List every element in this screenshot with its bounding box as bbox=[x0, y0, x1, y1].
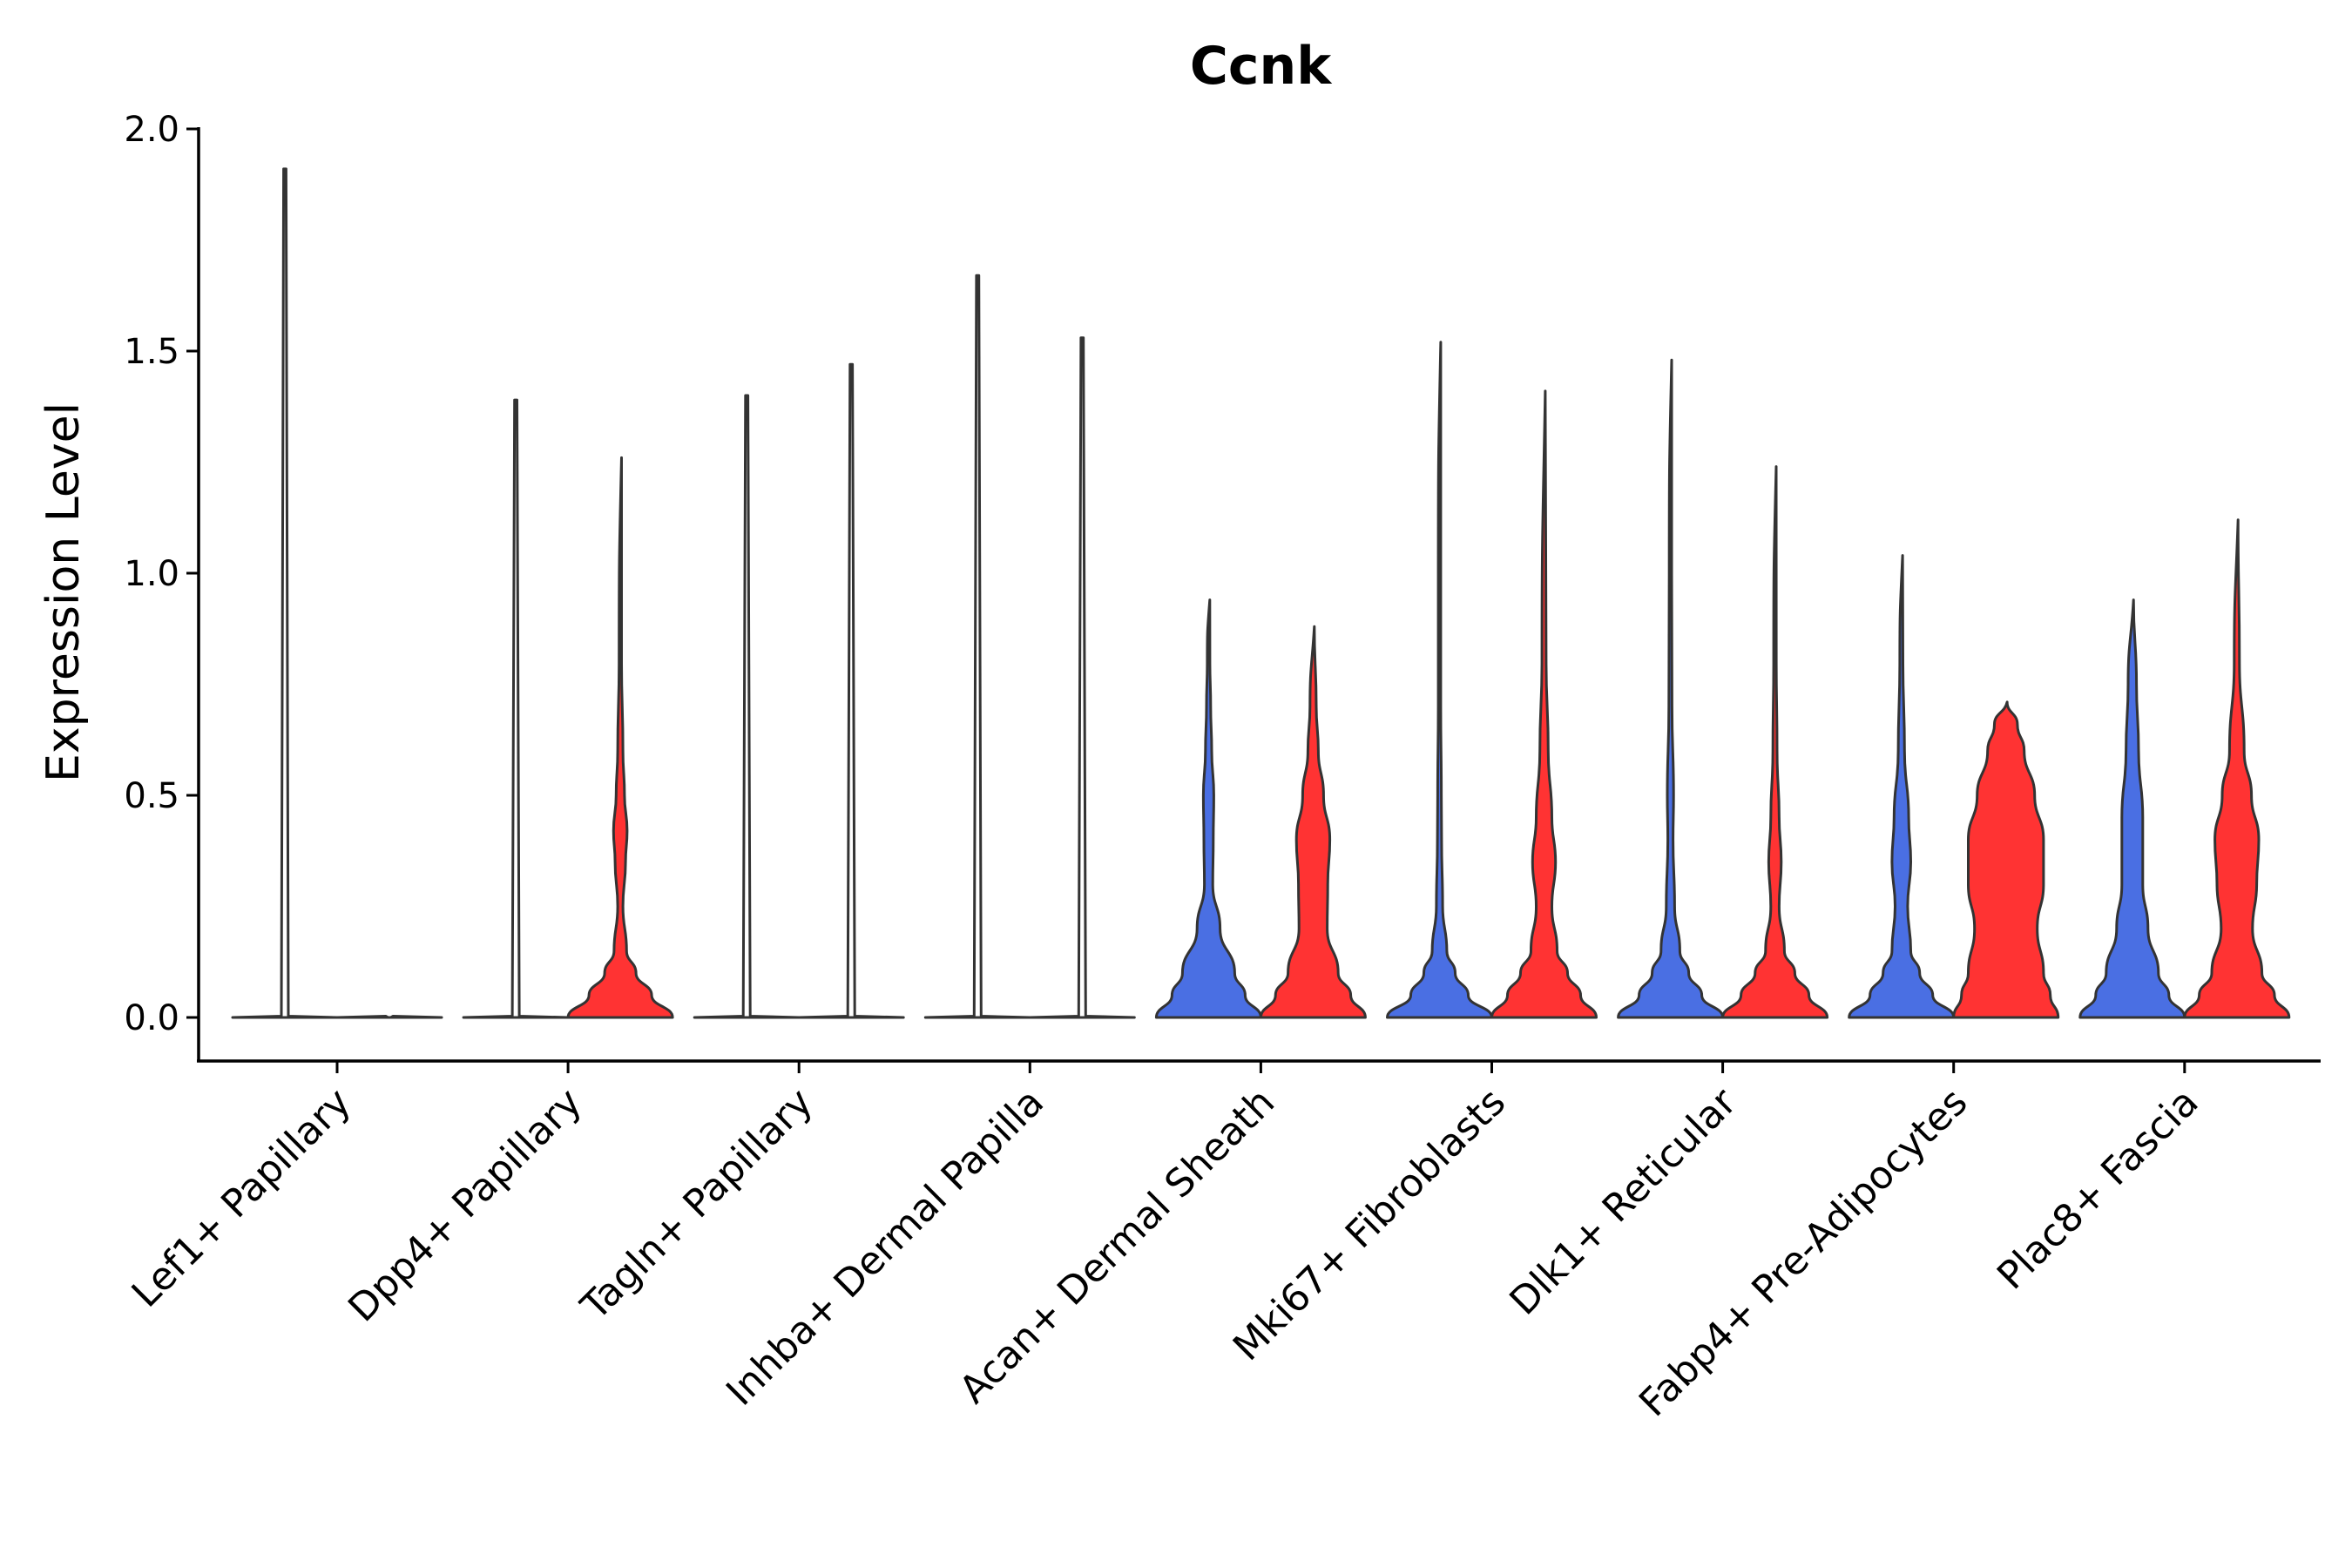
y-tick-label: 1.0 bbox=[124, 554, 179, 594]
violin-group1-5 bbox=[1386, 341, 1493, 1019]
x-tick-label: Dpp4+ Papillary bbox=[340, 1080, 591, 1331]
violin-group1-8 bbox=[2078, 598, 2186, 1019]
x-tick-label: Dlk1+ Reticular bbox=[1501, 1079, 1746, 1324]
x-tick-label: Lef1+ Papillary bbox=[124, 1080, 360, 1316]
violin-group1-4 bbox=[1154, 598, 1262, 1019]
y-tick-label: 1.5 bbox=[124, 332, 179, 372]
violin-group1-2 bbox=[693, 394, 801, 1019]
violin-group2-1 bbox=[566, 456, 674, 1019]
violin-group2-4 bbox=[1259, 625, 1367, 1019]
y-axis-label: Expression Level bbox=[37, 402, 90, 782]
violin-group1-7 bbox=[1848, 554, 1956, 1019]
violin-group1-3 bbox=[923, 274, 1031, 1019]
violin-group2-3 bbox=[1028, 336, 1136, 1019]
y-tick-label: 2.0 bbox=[124, 110, 179, 150]
violin-group2-0 bbox=[335, 1015, 443, 1019]
x-tick-label: Plac8+ Fascia bbox=[1989, 1080, 2207, 1299]
violin-group bbox=[231, 167, 2291, 1019]
x-tick-label: Tagln+ Papillary bbox=[572, 1080, 821, 1329]
chart-title: Ccnk bbox=[1190, 36, 1333, 97]
violin-group1-6 bbox=[1617, 358, 1725, 1019]
violin-group2-6 bbox=[1721, 465, 1829, 1019]
y-tick-label: 0.5 bbox=[124, 776, 179, 816]
y-tick-label: 0.0 bbox=[124, 998, 179, 1038]
violin-group2-2 bbox=[797, 362, 905, 1019]
violin-group2-7 bbox=[1952, 700, 2060, 1019]
y-ticks: 0.0 0.5 1.0 1.5 2.0 bbox=[124, 110, 199, 1038]
violin-group2-8 bbox=[2183, 518, 2291, 1019]
violin-group1-1 bbox=[462, 398, 570, 1019]
violin-group1-0 bbox=[231, 167, 339, 1019]
violin-group2-5 bbox=[1490, 389, 1598, 1019]
